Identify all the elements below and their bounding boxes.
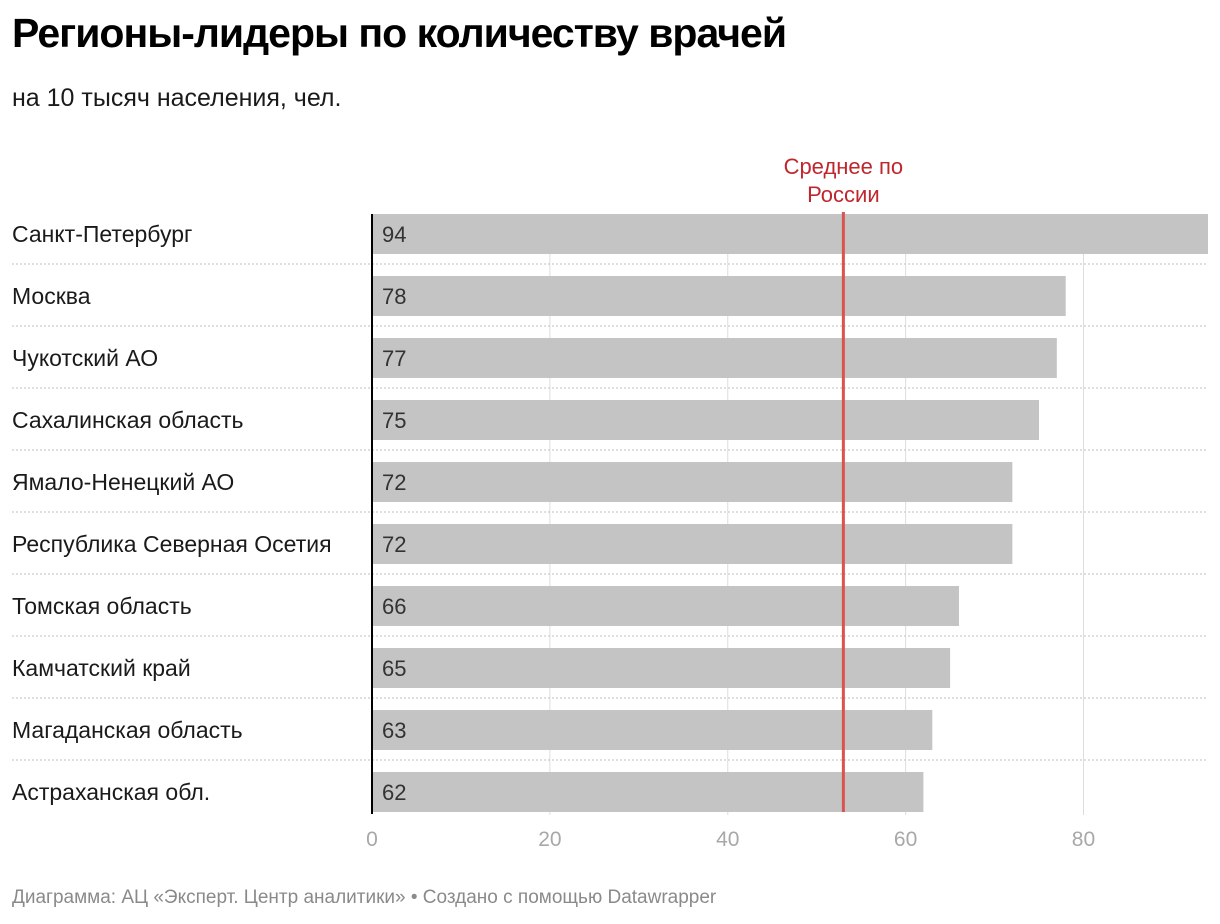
bar-value-label: 72 xyxy=(382,470,406,495)
category-label: Чукотский АО xyxy=(12,345,158,371)
category-label: Москва xyxy=(12,283,91,309)
category-label: Сахалинская область xyxy=(12,407,244,433)
x-tick-label: 0 xyxy=(366,828,378,851)
bar-value-label: 66 xyxy=(382,594,406,619)
bar xyxy=(372,710,933,750)
bar-value-label: 94 xyxy=(382,222,406,247)
category-label: Магаданская область xyxy=(12,717,243,743)
bar xyxy=(372,338,1057,378)
bar-value-label: 72 xyxy=(382,532,406,557)
category-label: Астраханская обл. xyxy=(12,779,210,805)
x-tick-label: 60 xyxy=(894,828,917,851)
bar-value-label: 77 xyxy=(382,346,406,371)
chart-title: Регионы-лидеры по количеству врачей xyxy=(12,10,787,56)
category-label: Республика Северная Осетия xyxy=(12,531,332,557)
category-label: Ямало-Ненецкий АО xyxy=(12,469,234,495)
bar xyxy=(372,276,1066,316)
x-tick-label: 40 xyxy=(716,828,739,851)
category-label: Санкт-Петербург xyxy=(12,221,192,247)
average-label: Среднее по xyxy=(784,154,904,179)
x-tick-label: 20 xyxy=(538,828,561,851)
x-tick-label: 80 xyxy=(1072,828,1095,851)
bar xyxy=(372,586,959,626)
source-credit: Диаграмма: АЦ «Эксперт. Центр аналитики»… xyxy=(12,887,717,908)
bar-value-label: 65 xyxy=(382,656,406,681)
bar-value-label: 62 xyxy=(382,780,406,805)
bar xyxy=(372,524,1013,564)
chart-subtitle: на 10 тысяч населения, чел. xyxy=(12,84,342,112)
bar xyxy=(372,648,951,688)
average-label: России xyxy=(807,182,880,207)
bar xyxy=(372,462,1013,502)
bar-value-label: 63 xyxy=(382,718,406,743)
bar-value-label: 78 xyxy=(382,284,406,309)
category-label: Камчатский край xyxy=(12,655,191,681)
bar xyxy=(372,772,924,812)
category-label: Томская область xyxy=(12,593,192,619)
bar xyxy=(372,214,1208,254)
bar-value-label: 75 xyxy=(382,408,406,433)
bar xyxy=(372,400,1040,440)
